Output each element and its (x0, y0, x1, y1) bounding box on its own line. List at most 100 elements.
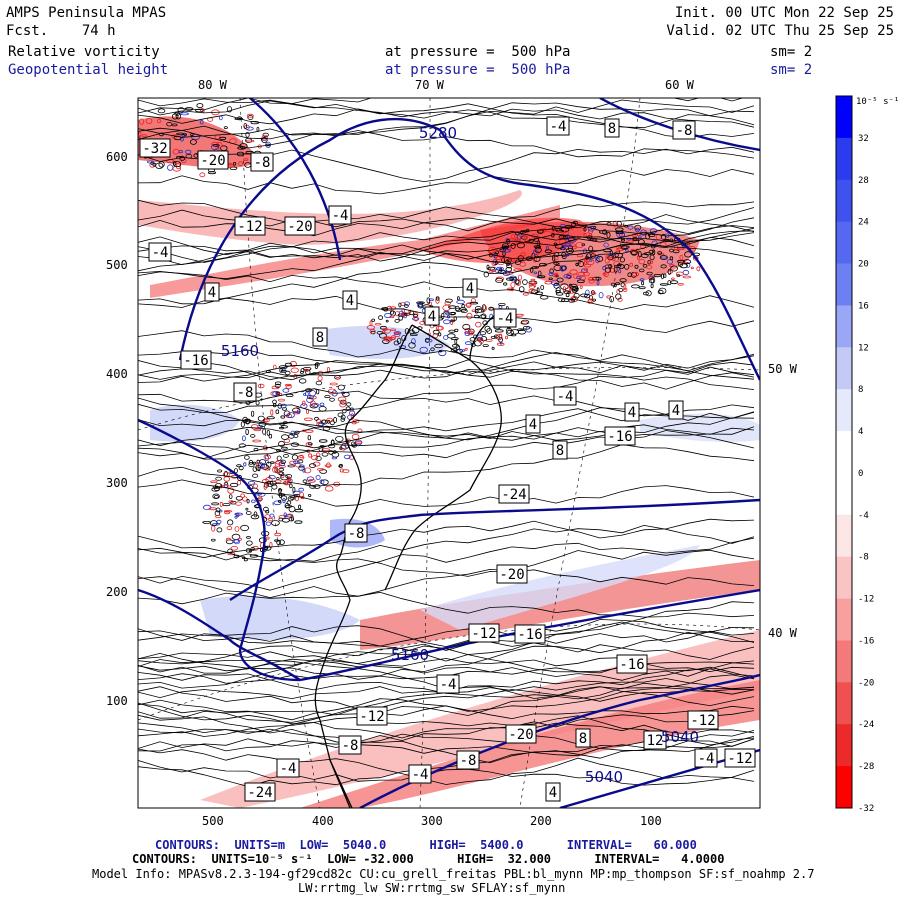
vorticity-contour-line (138, 99, 755, 140)
vorticity-contour-line (138, 524, 755, 562)
vorticity-label: -4 (436, 674, 460, 694)
storm-contour-mark (246, 499, 250, 504)
x-tick-label: 300 (421, 814, 443, 828)
storm-contour-mark (638, 258, 646, 265)
storm-contour-mark (618, 269, 622, 274)
colorbar-tick-label: -4 (858, 511, 869, 521)
lon-label-80w: 80 W (198, 78, 227, 92)
storm-contour-mark (138, 126, 139, 129)
geopotential-height-contours (138, 98, 760, 808)
lat-lon-grid (138, 98, 760, 808)
negative-vorticity-bands (150, 325, 760, 640)
storm-contour-mark (308, 493, 312, 497)
storm-contour-mark (284, 383, 292, 387)
storm-contour-mark (408, 342, 416, 349)
field1-name: Relative vorticity (8, 44, 160, 60)
storm-contour-mark (251, 423, 259, 430)
height-contour-label: 5160 (221, 342, 259, 360)
storm-contour-mark (165, 158, 174, 163)
storm-contour-mark (566, 275, 572, 279)
storm-contour-mark (248, 461, 255, 468)
storm-contour-mark (283, 512, 287, 518)
storm-contour-mark (265, 510, 270, 514)
storm-contour-mark (303, 393, 307, 396)
storm-contour-mark (532, 266, 540, 269)
field2-name: Geopotential height (8, 62, 169, 78)
storm-contour-mark (341, 408, 347, 414)
vorticity-label: 4 (424, 306, 440, 326)
svg-text:4: 4 (529, 417, 537, 433)
storm-contour-mark (226, 537, 231, 541)
svg-text:-12: -12 (727, 751, 752, 767)
storm-contour-mark (619, 278, 627, 283)
storm-contour-mark (306, 397, 314, 403)
storm-contour-mark (491, 346, 495, 350)
svg-text:-16: -16 (607, 429, 632, 445)
storm-contour-mark (669, 280, 679, 285)
storm-contour-mark (277, 499, 282, 503)
storm-contour-mark (243, 558, 248, 562)
storm-contour-mark (677, 247, 685, 251)
storm-contour-mark (553, 282, 560, 289)
vorticity-contour-line (138, 295, 755, 333)
storm-contour-mark (571, 221, 577, 228)
colorbar-tick-label: 24 (858, 218, 869, 228)
storm-contour-mark (577, 279, 585, 284)
svg-text:-20: -20 (508, 727, 533, 743)
storm-contour-mark (583, 226, 587, 232)
storm-contour-mark (520, 252, 526, 257)
storm-contour-mark (141, 134, 147, 138)
lon-label-50w: 50 W (768, 362, 797, 376)
colorbar-segment (836, 766, 852, 809)
storm-contour-mark (241, 435, 246, 442)
x-tick-label: 400 (312, 814, 334, 828)
storm-contour-mark (309, 390, 317, 397)
vorticity-label: -32 (139, 138, 171, 158)
storm-contour-mark (340, 414, 346, 420)
svg-text:-24: -24 (247, 785, 272, 801)
storm-contour-mark (540, 284, 545, 290)
vorticity-contour-line (138, 217, 755, 262)
storm-contour-mark (646, 265, 653, 270)
storm-contour-mark (435, 297, 440, 304)
storm-contour-mark (217, 469, 223, 473)
storm-contour-mark (487, 266, 496, 271)
colorbar-tick-label: -32 (858, 804, 874, 814)
storm-contour-mark (565, 293, 570, 298)
storm-contour-mark (696, 266, 701, 272)
storm-contour-mark (381, 328, 389, 331)
vorticity-contour-line (138, 199, 755, 224)
storm-contour-mark (615, 282, 621, 286)
svg-text:-8: -8 (237, 385, 254, 401)
storm-contour-mark (146, 160, 155, 164)
storm-contour-mark (214, 483, 222, 488)
init-time: Init. 00 UTC Mon 22 Sep 25 (674, 5, 894, 21)
storm-contour-mark (219, 501, 223, 507)
storm-contour-mark (171, 123, 178, 127)
storm-contour-mark (556, 277, 564, 283)
svg-text:-4: -4 (557, 389, 574, 405)
storm-contour-mark (284, 370, 291, 376)
storm-contour-mark (625, 249, 629, 252)
storm-contour-mark (338, 464, 343, 468)
storm-contour-mark (234, 526, 240, 532)
storm-contour-mark (289, 360, 297, 368)
vorticity-label: -4 (276, 758, 300, 778)
storm-contour-mark (278, 461, 286, 467)
storm-contour-mark (573, 292, 580, 299)
x-tick-label: 500 (202, 814, 224, 828)
storm-contour-mark (172, 165, 181, 172)
storm-contour-mark (274, 383, 281, 388)
storm-contour-mark (271, 484, 278, 490)
vorticity-label: -12 (687, 710, 719, 730)
storm-contour-mark (211, 538, 216, 542)
vorticity-contour-line (138, 674, 755, 716)
storm-contour-mark (335, 435, 344, 442)
vorticity-contour-line (138, 748, 755, 785)
storm-contour-mark (459, 349, 466, 352)
storm-contour-mark (244, 455, 250, 460)
storm-contour-mark (315, 474, 321, 480)
vorticity-contour-line (138, 722, 755, 752)
storm-contour-mark (462, 323, 471, 330)
storm-contour-mark (619, 257, 626, 263)
